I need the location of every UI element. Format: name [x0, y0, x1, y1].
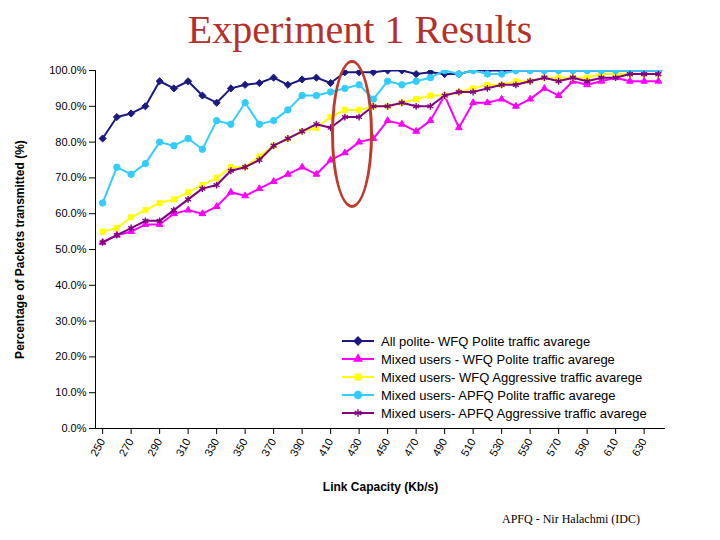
- svg-text:610: 610: [601, 436, 621, 458]
- svg-text:270: 270: [116, 436, 136, 458]
- svg-text:330: 330: [202, 436, 222, 458]
- svg-text:20.0%: 20.0%: [55, 350, 86, 362]
- html-text:Mixed users- WFQ Aggressive tr: Mixed users- WFQ Aggressive traffic avar…: [381, 370, 643, 385]
- svg-text:510: 510: [458, 436, 478, 458]
- html-text:APFQ - Nir Halachmi (IDC): APFQ - Nir Halachmi (IDC): [502, 512, 640, 526]
- svg-text:250: 250: [88, 436, 108, 458]
- svg-text:590: 590: [572, 436, 592, 458]
- svg-text:40.0%: 40.0%: [55, 279, 86, 291]
- svg-text:70.0%: 70.0%: [55, 171, 86, 183]
- svg-text:570: 570: [544, 436, 564, 458]
- svg-text:0.0%: 0.0%: [61, 422, 86, 434]
- svg-text:410: 410: [316, 436, 336, 458]
- svg-text:430: 430: [344, 436, 364, 458]
- svg-text:470: 470: [401, 436, 421, 458]
- svg-text:450: 450: [373, 436, 393, 458]
- html-text:All polite- WFQ Polite traffic: All polite- WFQ Polite traffic avarege: [381, 334, 591, 349]
- svg-text:310: 310: [173, 436, 193, 458]
- svg-text:30.0%: 30.0%: [55, 315, 86, 327]
- svg-text:630: 630: [629, 436, 649, 458]
- svg-text:490: 490: [430, 436, 450, 458]
- svg-text:80.0%: 80.0%: [55, 136, 86, 148]
- svg-text:60.0%: 60.0%: [55, 207, 86, 219]
- svg-text:Percentage of Packets transmit: Percentage of Packets transmitted (%): [13, 140, 27, 359]
- svg-text:370: 370: [259, 436, 279, 458]
- html-text:Mixed users- APFQ Polite traff: Mixed users- APFQ Polite traffic avarege: [381, 388, 616, 403]
- svg-text:390: 390: [287, 436, 307, 458]
- svg-text:350: 350: [230, 436, 250, 458]
- html-text:Mixed users- APFQ Aggressive t: Mixed users- APFQ Aggressive traffic ava…: [381, 406, 647, 421]
- html-text:Experiment 1 Results: Experiment 1 Results: [187, 7, 533, 52]
- svg-text:550: 550: [515, 436, 535, 458]
- svg-text:530: 530: [487, 436, 507, 458]
- svg-text:10.0%: 10.0%: [55, 386, 86, 398]
- svg-text:Link Capacity (Kb/s): Link Capacity (Kb/s): [323, 480, 438, 494]
- svg-text:290: 290: [145, 436, 165, 458]
- svg-text:50.0%: 50.0%: [55, 243, 86, 255]
- html-text:Mixed users - WFQ Polite traff: Mixed users - WFQ Polite traffic avarege: [381, 352, 615, 367]
- svg-text:100.0%: 100.0%: [49, 64, 87, 76]
- svg-text:90.0%: 90.0%: [55, 100, 86, 112]
